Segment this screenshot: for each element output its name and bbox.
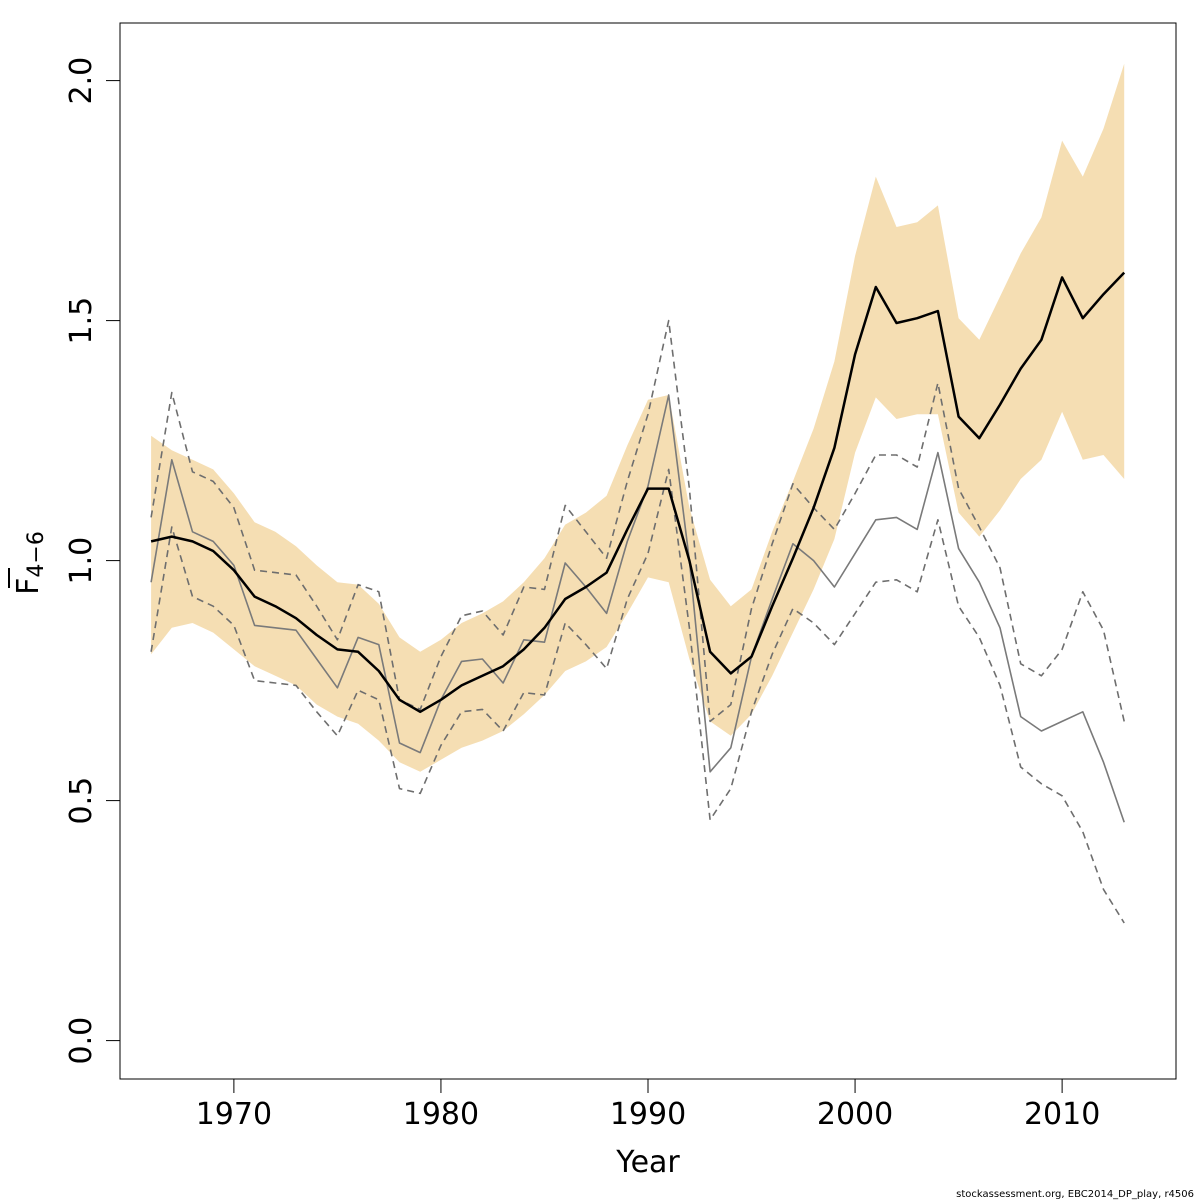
- x-tick-label: 1980: [403, 1097, 479, 1132]
- y-tick-label: 0.0: [64, 1017, 99, 1065]
- confidence-band-layer: [151, 63, 1125, 772]
- y-axis: 0.0 0.5 1.0 1.5 2.0: [64, 57, 121, 1065]
- y-tick-label: 1.0: [64, 537, 99, 585]
- x-tick-label: 1990: [610, 1097, 686, 1132]
- confidence-band: [151, 63, 1125, 772]
- svg-text:F4−6: F4−6: [11, 531, 49, 595]
- y-axis-title-main: F: [11, 578, 46, 595]
- series-main-line: [150, 271, 1126, 714]
- series-layer: [150, 271, 1126, 924]
- y-axis-title-subscript: 4−6: [24, 531, 49, 577]
- y-tick-label: 1.5: [64, 297, 99, 345]
- series-alt-line: [150, 394, 1125, 823]
- footer-credit: stockassessment.org, EBC2014_DP_play, r4…: [956, 1189, 1194, 1200]
- x-axis-title: Year: [615, 1145, 680, 1180]
- y-tick-label: 2.0: [64, 57, 99, 105]
- series-alt-upper-dashed: [150, 319, 1125, 723]
- series-alt-lower-dashed: [150, 468, 1125, 924]
- y-tick-label: 0.5: [64, 777, 99, 825]
- x-axis: 1970 1980 1990 2000 2010: [196, 1078, 1100, 1132]
- x-tick-label: 2010: [1024, 1097, 1100, 1132]
- x-tick-label: 1970: [196, 1097, 272, 1132]
- x-tick-label: 2000: [817, 1097, 893, 1132]
- y-axis-title: F4−6: [8, 531, 49, 595]
